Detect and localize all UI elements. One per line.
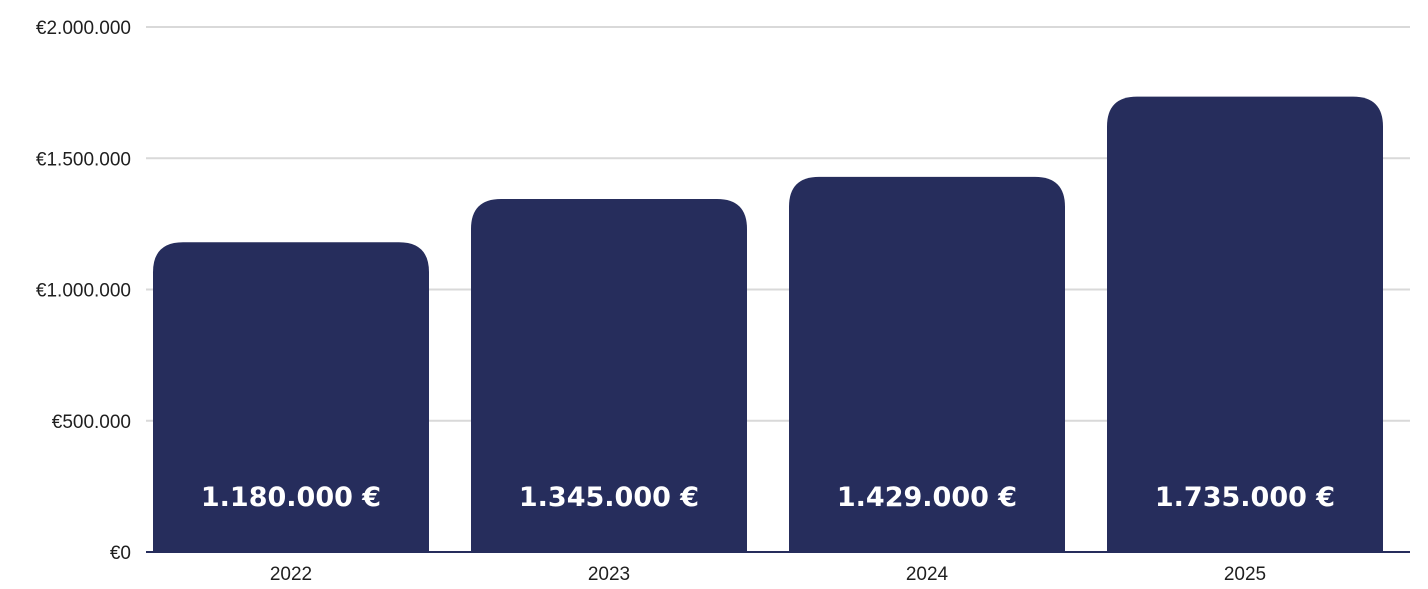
x-tick-label: 2022 <box>270 564 312 585</box>
y-axis-ticks: €0 €500.000 €1.000.000 €1.500.000 €2.000.000 <box>36 18 131 564</box>
x-axis-ticks: 2022 2023 2024 2025 <box>270 564 1266 585</box>
y-tick-label: €0 <box>110 543 131 564</box>
bar-value-label: 1.345.000 € <box>519 482 699 513</box>
x-tick-label: 2024 <box>906 564 949 585</box>
bar-value-label: 1.735.000 € <box>1155 482 1335 513</box>
y-tick-label: €2.000.000 <box>36 18 131 39</box>
y-tick-label: €500.000 <box>52 412 131 433</box>
bar-value-label: 1.429.000 € <box>837 482 1017 513</box>
bar-2024 <box>789 176 1065 552</box>
x-tick-label: 2023 <box>588 564 630 585</box>
bar-value-label: 1.180.000 € <box>201 482 381 513</box>
x-tick-label: 2025 <box>1224 564 1266 585</box>
bar-2025 <box>1107 96 1383 552</box>
bar-2023 <box>471 198 747 552</box>
bars: 1.180.000 € 1.345.000 € 1.429.000 € 1.735.0… <box>153 96 1383 552</box>
bar-2022 <box>153 242 429 552</box>
y-tick-label: €1.000.000 <box>36 281 131 302</box>
y-tick-label: €1.500.000 <box>36 149 131 170</box>
